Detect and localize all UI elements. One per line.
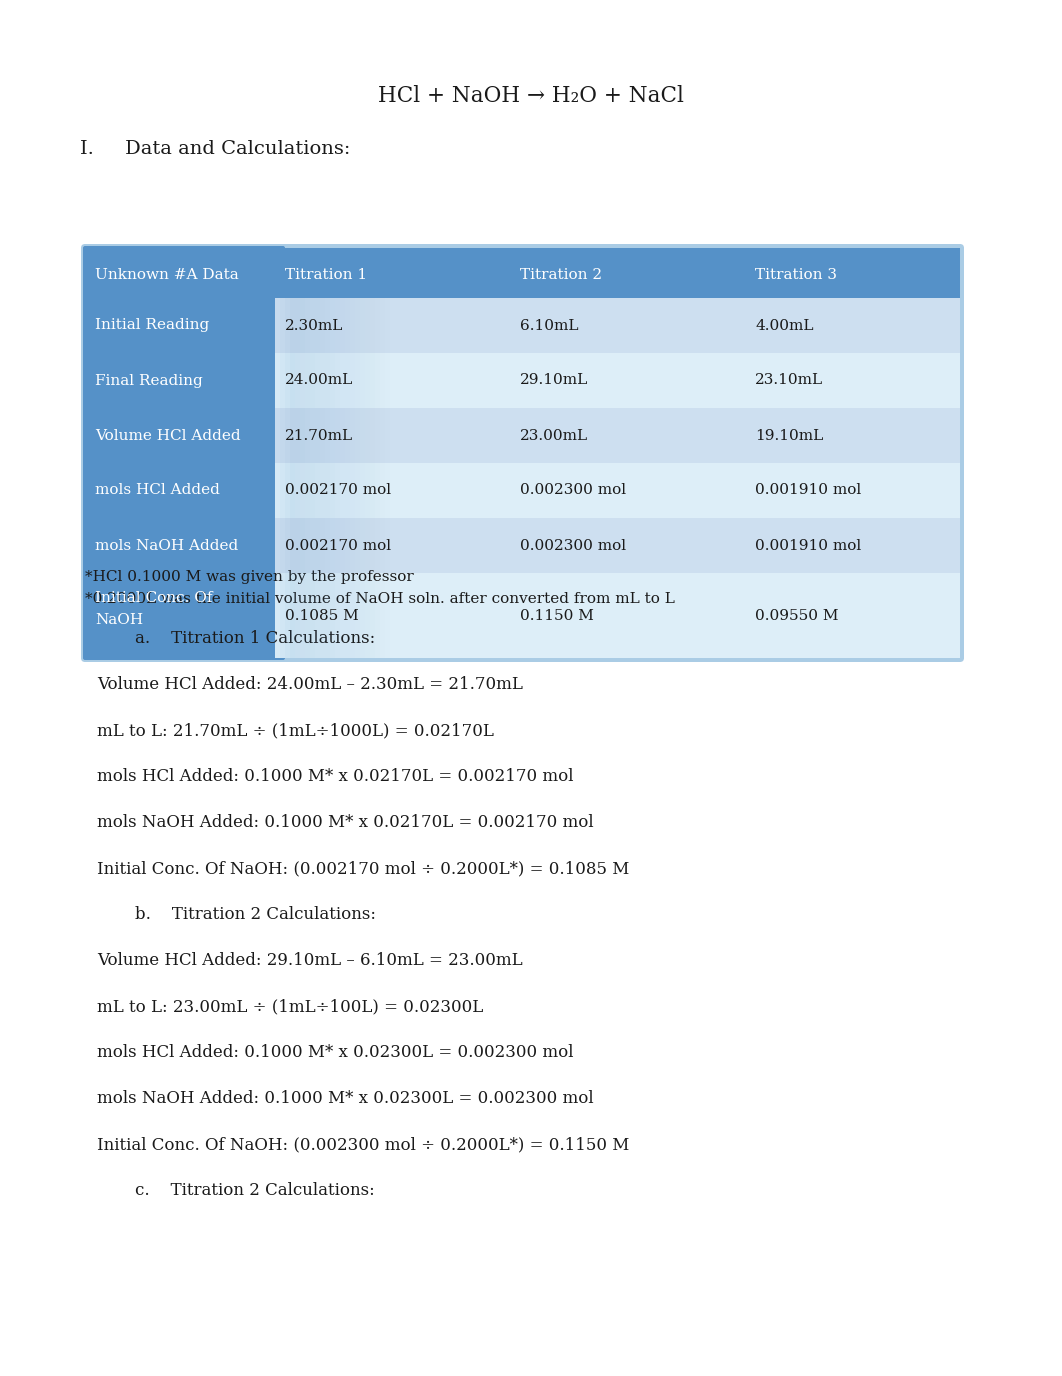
Bar	[285, 248, 305, 658]
Bar	[315, 248, 335, 658]
Text: 23.00mL: 23.00mL	[520, 428, 588, 443]
Text: NaOH: NaOH	[95, 612, 143, 627]
Bar	[85, 462, 275, 517]
Text: *0.2000L was the initial volume of NaOH soln. after converted from mL to L: *0.2000L was the initial volume of NaOH …	[85, 592, 674, 605]
Bar	[290, 248, 310, 658]
Text: 24.00mL: 24.00mL	[285, 373, 354, 388]
Text: HCl + NaOH → H₂O + NaCl: HCl + NaOH → H₂O + NaCl	[378, 85, 684, 107]
Text: 0.002170 mol: 0.002170 mol	[285, 483, 391, 498]
Text: 0.002170 mol: 0.002170 mol	[285, 538, 391, 553]
Text: 19.10mL: 19.10mL	[755, 428, 823, 443]
Bar	[275, 572, 960, 658]
Text: Volume HCl Added: 29.10mL – 6.10mL = 23.00mL: Volume HCl Added: 29.10mL – 6.10mL = 23.…	[97, 952, 523, 969]
Bar	[275, 462, 960, 517]
Text: 23.10mL: 23.10mL	[755, 373, 823, 388]
Text: mols NaOH Added: 0.1000 M* x 0.02300L = 0.002300 mol: mols NaOH Added: 0.1000 M* x 0.02300L = …	[97, 1090, 594, 1108]
Text: mols NaOH Added: mols NaOH Added	[95, 538, 238, 553]
Bar	[330, 248, 350, 658]
Bar	[299, 248, 320, 658]
Text: Initial Conc. Of NaOH: (0.002170 mol ÷ 0.2000L*) = 0.1085 M: Initial Conc. Of NaOH: (0.002170 mol ÷ 0…	[97, 860, 630, 877]
Text: Titration 3: Titration 3	[755, 268, 837, 282]
Bar	[310, 248, 330, 658]
Text: Final Reading: Final Reading	[95, 373, 203, 388]
Text: 0.1085 M: 0.1085 M	[285, 608, 359, 622]
Text: 0.1150 M: 0.1150 M	[520, 608, 594, 622]
Bar	[325, 248, 345, 658]
Text: *HCl 0.1000 M was given by the professor: *HCl 0.1000 M was given by the professor	[85, 570, 414, 583]
Text: Volume HCl Added: Volume HCl Added	[95, 428, 241, 443]
Bar	[275, 517, 960, 572]
Bar	[275, 248, 295, 658]
Bar	[295, 248, 315, 658]
Text: Unknown #A Data: Unknown #A Data	[95, 268, 239, 282]
Bar	[350, 248, 370, 658]
Text: c.    Titration 2 Calculations:: c. Titration 2 Calculations:	[135, 1182, 375, 1198]
Text: 0.09550 M: 0.09550 M	[755, 608, 839, 622]
Text: 0.002300 mol: 0.002300 mol	[520, 483, 627, 498]
Bar	[85, 409, 275, 462]
Text: mL to L: 23.00mL ÷ (1mL÷100L) = 0.02300L: mL to L: 23.00mL ÷ (1mL÷100L) = 0.02300L	[97, 998, 483, 1015]
Text: 2.30mL: 2.30mL	[285, 318, 343, 333]
Bar	[305, 248, 325, 658]
Text: Initial Reading: Initial Reading	[95, 318, 209, 333]
Bar	[320, 248, 340, 658]
Bar	[85, 517, 275, 572]
Text: 0.002300 mol: 0.002300 mol	[520, 538, 627, 553]
Text: 0.001910 mol: 0.001910 mol	[755, 483, 861, 498]
Bar	[85, 354, 275, 409]
Text: 4.00mL: 4.00mL	[755, 318, 813, 333]
Bar	[85, 572, 275, 658]
Bar	[365, 248, 386, 658]
Bar	[85, 248, 960, 299]
Text: Volume HCl Added: 24.00mL – 2.30mL = 21.70mL: Volume HCl Added: 24.00mL – 2.30mL = 21.…	[97, 676, 523, 694]
Bar	[275, 354, 960, 409]
Bar	[85, 299, 275, 354]
Text: mols HCl Added: 0.1000 M* x 0.02170L = 0.002170 mol: mols HCl Added: 0.1000 M* x 0.02170L = 0…	[97, 768, 573, 784]
Text: mL to L: 21.70mL ÷ (1mL÷1000L) = 0.02170L: mL to L: 21.70mL ÷ (1mL÷1000L) = 0.02170…	[97, 722, 494, 739]
Bar	[345, 248, 365, 658]
Text: 6.10mL: 6.10mL	[520, 318, 579, 333]
Text: I.     Data and Calculations:: I. Data and Calculations:	[80, 140, 350, 158]
Bar	[370, 248, 390, 658]
Text: mols NaOH Added: 0.1000 M* x 0.02170L = 0.002170 mol: mols NaOH Added: 0.1000 M* x 0.02170L = …	[97, 815, 594, 831]
Text: 29.10mL: 29.10mL	[520, 373, 588, 388]
Bar	[275, 299, 960, 354]
Text: Initial Conc. Of NaOH: (0.002300 mol ÷ 0.2000L*) = 0.1150 M: Initial Conc. Of NaOH: (0.002300 mol ÷ 0…	[97, 1137, 630, 1153]
Text: Initial Conc. Of: Initial Conc. Of	[95, 592, 212, 605]
FancyBboxPatch shape	[83, 246, 285, 660]
Text: 21.70mL: 21.70mL	[285, 428, 354, 443]
FancyBboxPatch shape	[81, 244, 964, 662]
Bar	[355, 248, 375, 658]
Text: a.    Titration 1 Calculations:: a. Titration 1 Calculations:	[135, 630, 375, 647]
Bar	[275, 409, 960, 462]
Bar	[280, 248, 299, 658]
Text: 0.001910 mol: 0.001910 mol	[755, 538, 861, 553]
Text: Titration 2: Titration 2	[520, 268, 602, 282]
Text: mols HCl Added: 0.1000 M* x 0.02300L = 0.002300 mol: mols HCl Added: 0.1000 M* x 0.02300L = 0…	[97, 1044, 573, 1061]
Text: b.    Titration 2 Calculations:: b. Titration 2 Calculations:	[135, 905, 376, 923]
Bar	[335, 248, 355, 658]
Bar	[340, 248, 360, 658]
Bar	[360, 248, 380, 658]
Text: Titration 1: Titration 1	[285, 268, 367, 282]
Text: mols HCl Added: mols HCl Added	[95, 483, 220, 498]
